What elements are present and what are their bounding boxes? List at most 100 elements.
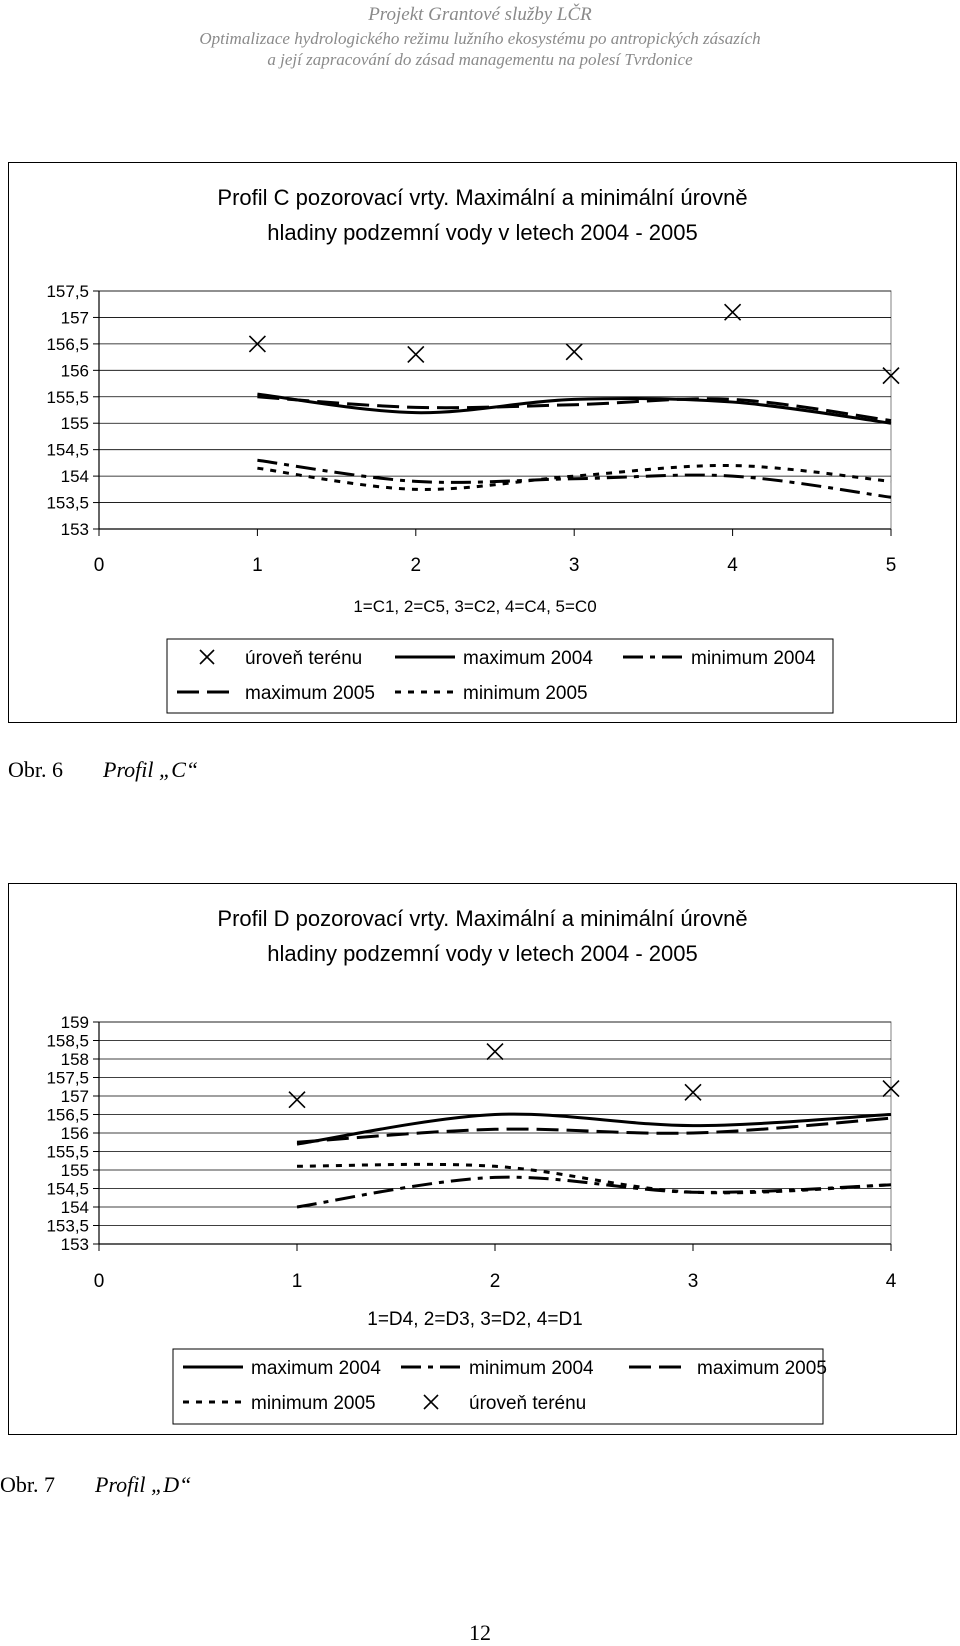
chart-svg: 153153,5154154,5155155,5156156,5157157,5… xyxy=(46,1013,900,1425)
legend-entry: maximum 2005 xyxy=(629,1358,827,1379)
chart-title-line2: hladiny podzemní vody v letech 2004 - 20… xyxy=(267,220,698,245)
marker-stroke xyxy=(199,649,215,665)
series-3 xyxy=(296,1162,892,1195)
x-axis-label: 1=D4, 2=D3, 3=D2, 4=D1 xyxy=(367,1309,582,1330)
legend-entry: maximum 2005 xyxy=(177,683,375,704)
y-tick-label: 155 xyxy=(61,1161,89,1180)
header-project: Projekt Grantové služby LČR xyxy=(368,4,592,25)
legend-entry: maximum 2004 xyxy=(395,648,593,669)
legend-marker-x xyxy=(199,649,215,665)
x-tick-label: 2 xyxy=(411,555,422,576)
series-line xyxy=(296,1162,892,1195)
marker-stroke xyxy=(882,367,900,385)
series-4 xyxy=(257,463,892,491)
legend: úroveň terénu maximum 2004 minimum 2004 max… xyxy=(166,638,834,714)
chart-svg: 153 153,5 154 154,5 155 155,5 156 156,5 157 157,5… xyxy=(46,282,900,714)
marker-stroke xyxy=(882,1080,900,1098)
legend-label: minimum 2004 xyxy=(691,648,816,669)
series-line xyxy=(257,392,892,425)
y-tick-label: 157,5 xyxy=(46,282,89,301)
caption-label: Obr. 7 xyxy=(0,1472,55,1497)
legend-entry: minimum 2005 xyxy=(183,1393,376,1414)
series-line xyxy=(296,1112,892,1146)
y-tick-label: 153,5 xyxy=(46,494,89,513)
legend-label: úroveň terénu xyxy=(469,1393,586,1414)
data-point-x-marker xyxy=(288,1091,306,1109)
marker-stroke xyxy=(684,1083,702,1101)
legend-entry: minimum 2004 xyxy=(401,1358,594,1379)
y-tick-label: 157 xyxy=(61,308,89,327)
page-number: 12 xyxy=(469,1620,491,1645)
legend-label: maximum 2004 xyxy=(463,648,593,669)
y-tick-label: 154 xyxy=(61,1198,89,1217)
marker-stroke xyxy=(486,1043,504,1061)
y-tick-label: 153 xyxy=(61,520,89,539)
chart-title-line1: Profil D pozorovací vrty. Maximální a mi… xyxy=(217,906,748,931)
legend-entry: minimum 2004 xyxy=(623,648,816,669)
marker-stroke xyxy=(565,343,583,361)
plot-frame xyxy=(98,290,892,530)
data-point-x-marker xyxy=(565,343,583,361)
chart-title-line2: hladiny podzemní vody v letech 2004 - 20… xyxy=(267,941,698,966)
marker-stroke xyxy=(248,335,266,353)
figure-caption-7: Obr. 7 Profil „D“ xyxy=(0,1472,400,1502)
y-tick-label: 156,5 xyxy=(46,335,89,354)
legend-label: maximum 2005 xyxy=(697,1358,827,1379)
x-tick-label: 3 xyxy=(569,555,580,576)
x-tick-label: 4 xyxy=(727,555,738,576)
caption-title: Profil „C“ xyxy=(103,757,199,782)
plot-area: 153 153,5 154 154,5 155 155,5 156 156,5 157 157,5… xyxy=(46,282,896,576)
series-line xyxy=(257,463,892,491)
y-tick-label: 153,5 xyxy=(46,1217,89,1236)
chart-profile-d: Profil D pozorovací vrty. Maximální a mi… xyxy=(8,883,957,1435)
legend-entry: úroveň terénu xyxy=(199,648,362,669)
y-tick-label: 156 xyxy=(61,361,89,380)
series-4 xyxy=(288,1043,900,1109)
series-line xyxy=(257,395,892,423)
marker-stroke xyxy=(288,1091,306,1109)
chart-title-line1: Profil C pozorovací vrty. Maximální a mi… xyxy=(217,185,748,210)
caption-title: Profil „D“ xyxy=(95,1472,192,1497)
y-tick-label: 154,5 xyxy=(46,441,89,460)
data-point-x-marker xyxy=(486,1043,504,1061)
header-subtitle: Optimalizace hydrologického režimu lužní… xyxy=(199,29,761,48)
plot-area: 153153,5154154,5155155,5156156,5157157,5… xyxy=(46,1013,896,1292)
header-subtitle-2: a její zapracování do zásad managementu … xyxy=(267,50,693,69)
legend-label: maximum 2004 xyxy=(251,1358,381,1379)
y-tick-label: 153 xyxy=(61,1235,89,1254)
series-0 xyxy=(248,303,900,385)
y-tick-label: 154,5 xyxy=(46,1180,89,1199)
data-point-x-marker xyxy=(882,1080,900,1098)
legend-label: úroveň terénu xyxy=(245,648,362,669)
y-tick-label: 155 xyxy=(61,414,89,433)
series-line xyxy=(257,458,892,499)
legend-frame xyxy=(172,1348,824,1425)
y-tick-label: 155,5 xyxy=(46,1143,89,1162)
legend-label: minimum 2004 xyxy=(469,1358,594,1379)
marker-stroke xyxy=(423,1394,439,1410)
series-3 xyxy=(257,395,892,423)
y-tick-label: 159 xyxy=(61,1013,89,1032)
x-axis-label: 1=C1, 2=C5, 3=C2, 4=C4, 5=C0 xyxy=(353,597,596,616)
marker-stroke xyxy=(724,303,742,321)
legend-label: maximum 2005 xyxy=(245,683,375,704)
x-tick-label: 4 xyxy=(886,1271,897,1292)
legend-frame xyxy=(166,638,834,714)
series-0 xyxy=(296,1112,892,1146)
x-tick-label: 1 xyxy=(292,1271,303,1292)
x-tick-label: 2 xyxy=(490,1271,501,1292)
data-point-x-marker xyxy=(724,303,742,321)
data-point-x-marker xyxy=(407,345,425,364)
data-point-x-marker xyxy=(248,335,266,353)
caption-label: Obr. 6 xyxy=(8,757,63,782)
series-1 xyxy=(257,392,892,425)
y-tick-label: 158,5 xyxy=(46,1032,89,1051)
legend-entry: minimum 2005 xyxy=(395,683,588,704)
y-tick-label: 156 xyxy=(61,1124,89,1143)
y-tick-label: 155,5 xyxy=(46,388,89,407)
y-tick-label: 154 xyxy=(61,467,89,486)
marker-stroke xyxy=(407,345,425,364)
legend-label: minimum 2005 xyxy=(251,1393,376,1414)
legend-entry: maximum 2004 xyxy=(183,1358,381,1379)
x-tick-label: 0 xyxy=(94,1271,105,1292)
